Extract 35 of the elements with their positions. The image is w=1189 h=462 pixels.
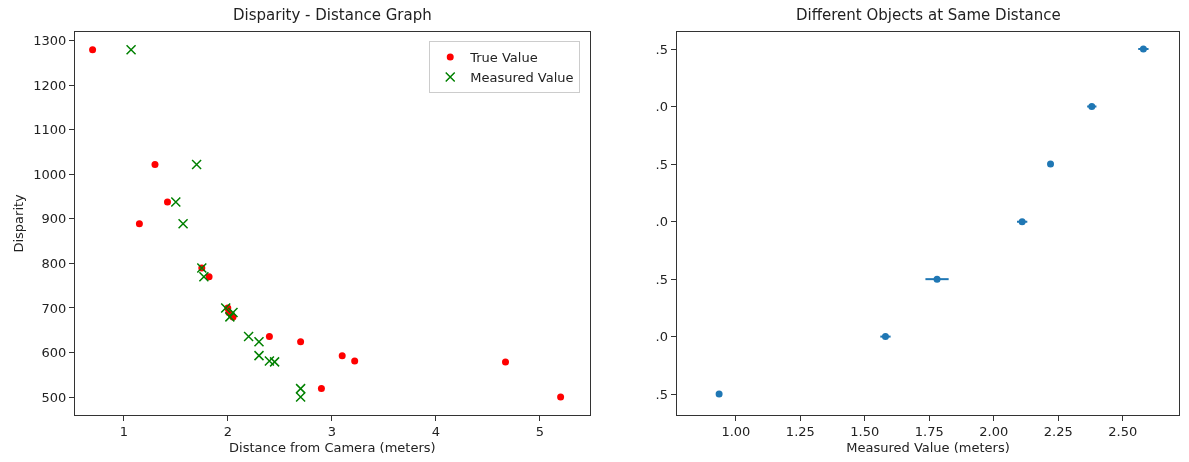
y-tick-label: 500 (41, 389, 67, 405)
x-tick-label: 2.50 (1108, 424, 1138, 440)
x-axis-title: Measured Value (meters) (846, 440, 1010, 456)
category-label: .0 (655, 214, 668, 230)
category-label: .5 (655, 386, 668, 402)
x-axis-title: Distance from Camera (meters) (229, 440, 436, 456)
category-label: .5 (655, 156, 668, 172)
x-tick-label: 1.50 (850, 424, 880, 440)
x-tick-label: 1.25 (785, 424, 815, 440)
y-axis-title: Disparity (11, 193, 27, 253)
category-label: .5 (655, 41, 668, 57)
y-tick-label: 600 (41, 345, 67, 361)
x-tick-label: 1.00 (721, 424, 751, 440)
x-tick-label: 1.75 (914, 424, 944, 440)
y-tick-label: 1000 (33, 166, 67, 182)
chart-title: Disparity - Distance Graph (233, 6, 432, 24)
x-tick-label: 4 (431, 424, 440, 440)
legend-label: True Value (469, 50, 538, 66)
x-tick-label: 5 (535, 424, 544, 440)
x-tick-label: 2.25 (1043, 424, 1073, 440)
y-tick-label: 800 (41, 256, 67, 272)
category-label: .0 (655, 329, 668, 345)
category-label: .0 (655, 99, 668, 115)
category-label: .5 (655, 271, 668, 287)
y-tick-label: 700 (41, 300, 67, 316)
x-tick-label: 2 (223, 424, 232, 440)
y-tick-label: 900 (41, 211, 67, 227)
y-tick-label: 1200 (33, 77, 67, 93)
x-tick-label: 1 (119, 424, 128, 440)
x-tick-label: 3 (327, 424, 336, 440)
y-tick-label: 1100 (33, 122, 67, 138)
chart-title: Different Objects at Same Distance (796, 6, 1061, 24)
legend-label: Measured Value (470, 70, 574, 86)
y-tick-label: 1300 (33, 33, 67, 49)
x-tick-label: 2.00 (979, 424, 1009, 440)
